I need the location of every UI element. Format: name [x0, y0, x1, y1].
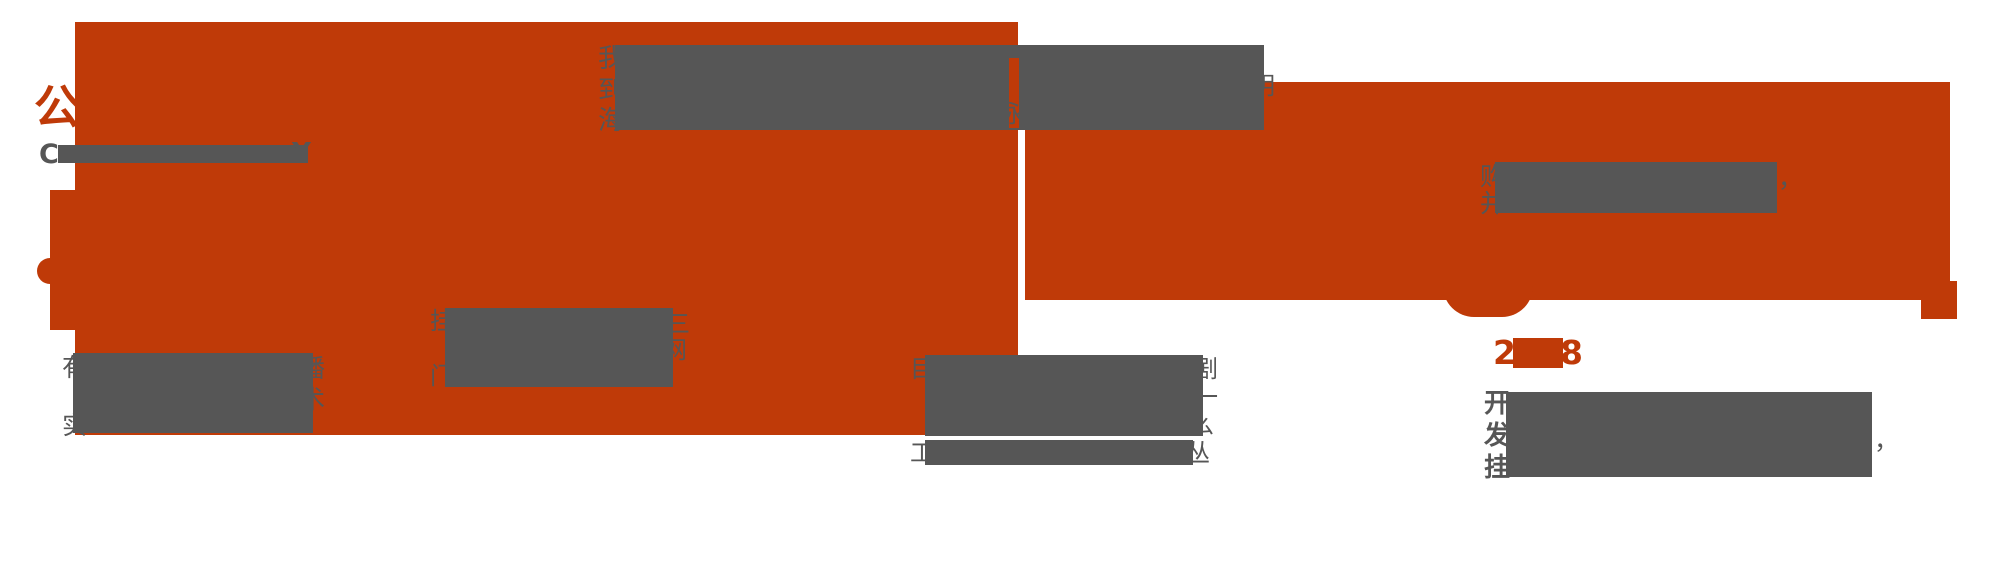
timeline-year-redaction	[1513, 338, 1563, 368]
right-mid-redaction	[1495, 162, 1777, 213]
section-title-char: 公	[34, 80, 80, 134]
top-paragraph-orange-sliver: 永	[1009, 58, 1019, 128]
mid-bottom-redaction-b	[925, 440, 1193, 465]
top-paragraph-edge-fragment: 明	[1264, 74, 1275, 98]
timeline-text-comma: ，	[1874, 426, 1900, 455]
mid-bottom-redaction-a	[925, 355, 1203, 436]
section-subtitle-redaction	[58, 145, 308, 163]
timeline-text-l2-char: 发	[1484, 421, 1511, 451]
timeline-year-last-digit: 8	[1560, 333, 1583, 372]
top-paragraph-redaction	[615, 45, 1264, 130]
bottom-left-redaction	[73, 353, 313, 433]
top-paragraph-sliver-fragment: 永	[1009, 102, 1019, 126]
orange-panel-left-bump	[37, 258, 53, 284]
orange-panel-left-extension	[50, 190, 76, 330]
orange-glyph-descender-dot	[1921, 281, 1957, 319]
timeline-text-l3-char: 挂	[1484, 453, 1511, 483]
timeline-text-redaction	[1506, 392, 1872, 477]
right-mid-comma: ，	[1778, 164, 1804, 193]
top-paragraph-edge-clip: 明	[1264, 74, 1275, 100]
orange-glyph-descender-curve	[1443, 286, 1533, 317]
section-subtitle-first-letter: C	[39, 139, 59, 170]
timeline-text-l1-char: 开	[1484, 389, 1511, 419]
timeline-year-first-digit: 2	[1493, 333, 1516, 372]
section-subtitle-last-letter: Y	[292, 138, 311, 168]
mid-paragraph-redaction	[445, 308, 673, 387]
